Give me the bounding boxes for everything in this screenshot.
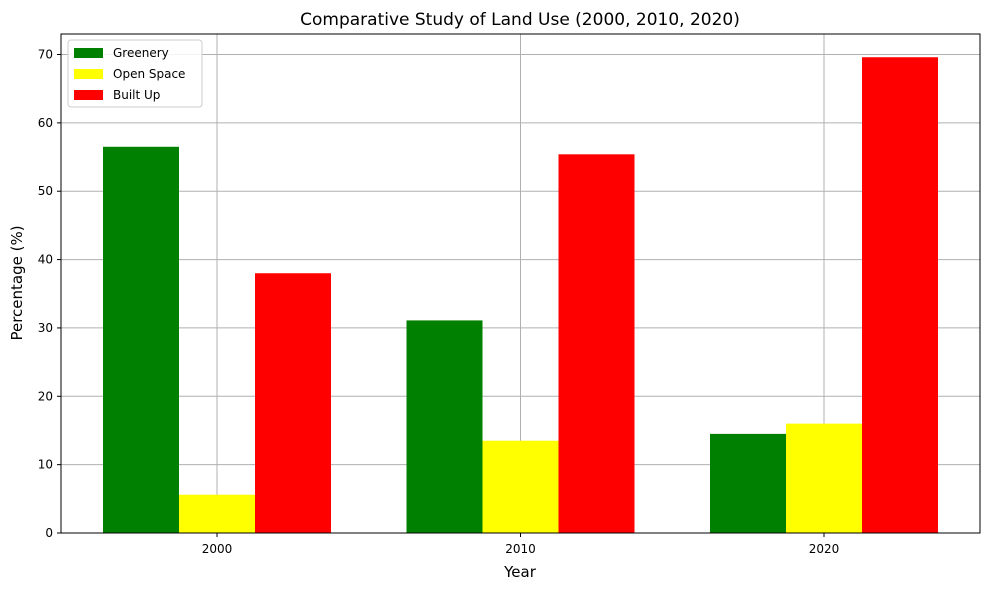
bar-built-up (558, 154, 635, 533)
y-tick-label: 20 (38, 389, 53, 403)
legend-swatch (74, 48, 103, 58)
legend-swatch (74, 69, 103, 79)
x-tick-label: 2010 (505, 542, 536, 556)
y-tick-label: 60 (38, 116, 53, 130)
chart-title: Comparative Study of Land Use (2000, 201… (300, 10, 740, 30)
legend: Greenery Open Space Built Up (67, 39, 203, 108)
bar-open-space (482, 440, 559, 533)
bar-greenery (710, 433, 786, 533)
bar-built-up (255, 273, 331, 533)
y-axis-label: Percentage (%) (8, 225, 26, 340)
bars-layer (103, 57, 938, 534)
axes-layer: 0 10 20 30 40 50 60 70 2000 2010 2020 (38, 48, 840, 556)
legend-label: Open Space (113, 67, 185, 81)
y-tick-label: 0 (45, 526, 53, 540)
y-tick-label: 40 (38, 253, 53, 267)
legend-swatch (74, 90, 103, 100)
bar-open-space (786, 423, 862, 533)
y-tick-label: 10 (38, 458, 53, 472)
bar-greenery (406, 320, 483, 533)
bar-built-up (862, 57, 938, 534)
grid-layer (61, 34, 980, 534)
x-tick-label: 2000 (202, 542, 233, 556)
bar-open-space (179, 494, 255, 533)
y-tick-label: 70 (38, 48, 53, 62)
x-axis-label: Year (503, 563, 537, 581)
legend-label: Greenery (113, 46, 169, 60)
x-tick-label: 2020 (809, 542, 840, 556)
legend-label: Built Up (113, 88, 160, 102)
y-tick-label: 30 (38, 321, 53, 335)
bar-greenery (103, 146, 179, 534)
y-tick-label: 50 (38, 184, 53, 198)
